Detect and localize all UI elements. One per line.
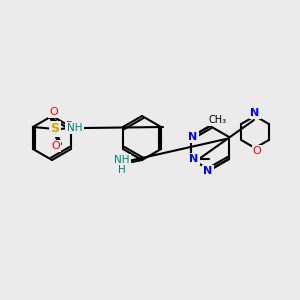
Text: O: O <box>50 107 58 117</box>
Text: NH: NH <box>114 155 130 165</box>
Text: F: F <box>66 121 72 131</box>
Text: N: N <box>203 166 213 176</box>
Text: N: N <box>188 132 198 142</box>
Text: S: S <box>50 122 59 136</box>
Text: H: H <box>118 165 126 175</box>
Text: CH₃: CH₃ <box>209 115 227 125</box>
Text: O: O <box>52 141 60 151</box>
Text: N: N <box>189 154 199 164</box>
Text: N: N <box>250 108 260 118</box>
Text: NH: NH <box>67 123 83 133</box>
Text: O: O <box>253 146 261 156</box>
